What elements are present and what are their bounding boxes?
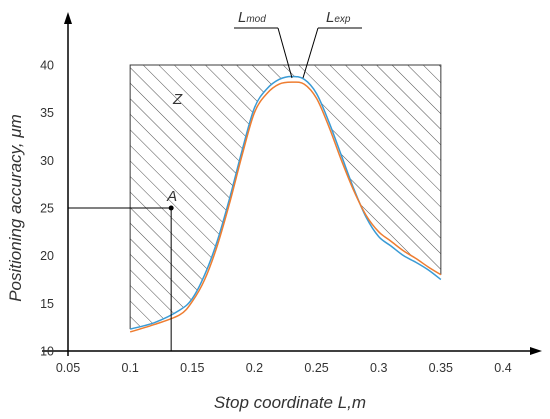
y-tick-label: 25 (40, 202, 54, 216)
x-tick-label: 0.4 (494, 361, 511, 375)
x-tick-label: 0.35 (429, 361, 453, 375)
y-tick-label: 20 (40, 249, 54, 263)
lmod-label-main: L (238, 9, 246, 26)
point-a-label: A (166, 188, 177, 205)
lexp-label-sub: exp (334, 14, 351, 25)
zone-border (129, 64, 442, 330)
x-tick-label: 0.25 (304, 361, 328, 375)
lmod-label-sub: mod (246, 14, 266, 25)
y-tick-label: 10 (40, 345, 54, 359)
x-tick-label: 0.3 (370, 361, 387, 375)
x-tick-label: 0.15 (180, 361, 204, 375)
y-tick-label: 35 (40, 106, 54, 120)
lexp-label-main: L (326, 9, 334, 26)
y-axis-title: Positioning accuracy, μm (6, 114, 25, 302)
lmod-label: Lmod (238, 9, 266, 26)
x-tick-label: 0.05 (56, 361, 80, 375)
lexp-label: Lexp (326, 9, 351, 26)
y-tick-label: 15 (40, 297, 54, 311)
y-tick-label: 40 (40, 59, 54, 73)
y-tick-labels: 10 15 20 25 30 35 40 (40, 59, 54, 359)
x-axis-arrow (530, 347, 542, 355)
zone-hatched-area (130, 65, 441, 330)
series-line-lexp (129, 81, 442, 333)
zone-label: Z (172, 91, 183, 108)
lmod-callout: Lmod (234, 9, 293, 79)
series-line-lmod (129, 75, 442, 330)
y-axis-arrow (64, 12, 72, 24)
x-tick-labels: 0.05 0.1 0.15 0.2 0.25 0.3 0.35 0.4 (56, 361, 512, 375)
point-a-marker (168, 205, 174, 211)
x-tick-label: 0.1 (121, 361, 138, 375)
x-tick-label: 0.2 (246, 361, 263, 375)
y-tick-label: 30 (40, 154, 54, 168)
lexp-callout: Lexp (302, 9, 362, 79)
x-axis-title: Stop coordinate L,m (214, 393, 366, 412)
